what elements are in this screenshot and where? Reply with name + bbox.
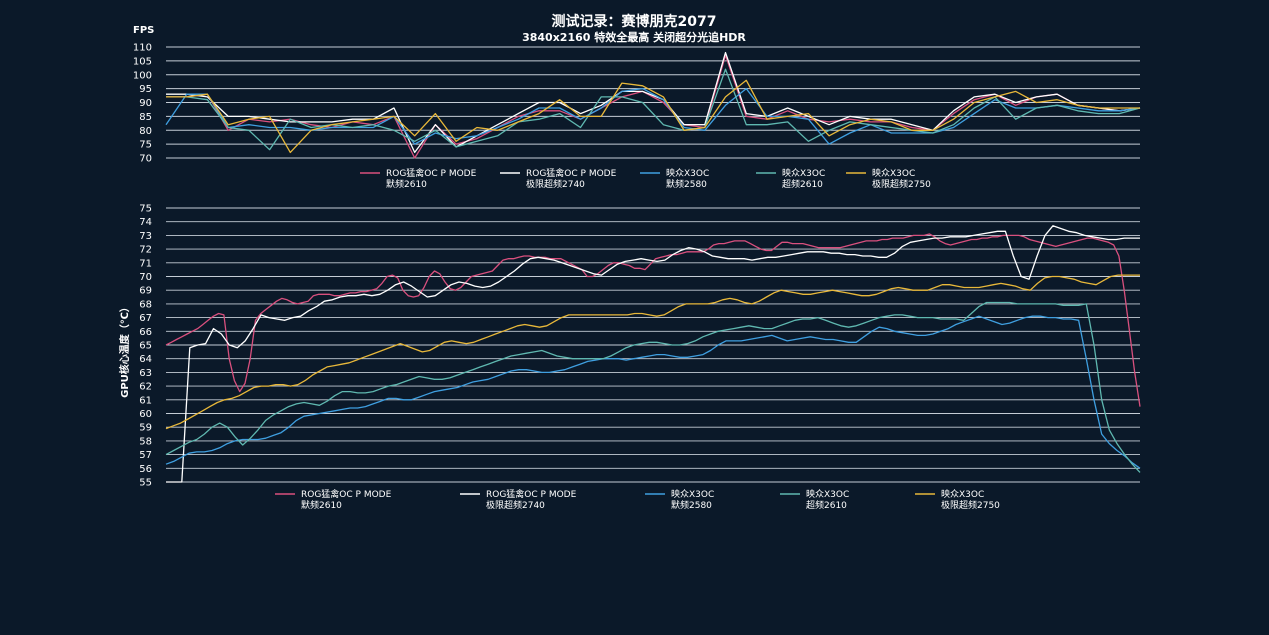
legend-label: 映众X3OC: [941, 488, 984, 500]
y-tick-label: 59: [139, 423, 152, 434]
y-tick-label: 66: [139, 327, 152, 338]
y-tick-label: 110: [133, 43, 152, 54]
legend-label: ROG猛禽OC P MODE: [386, 167, 477, 179]
legend-label: ROG猛禽OC P MODE: [526, 167, 617, 179]
series-line-4: [166, 68, 1141, 151]
legend-label: 映众X3OC: [782, 167, 825, 179]
y-tick-label: 62: [139, 382, 152, 393]
temperature-axis-label: GPU核心温度（℃）: [118, 302, 131, 398]
y-tick-label: 60: [139, 409, 152, 420]
y-tick-label: 61: [139, 395, 152, 406]
y-tick-label: 69: [139, 286, 152, 297]
y-tick-label: 57: [139, 450, 152, 461]
temperature-chart: GPU核心温度（℃） 55 56 57 58 59 60 61 62 63 64 65 66 67 68 6…: [118, 204, 1141, 511]
series-line-1: [165, 233, 1141, 407]
y-tick-label: 71: [139, 258, 152, 269]
legend-sublabel: 超频2610: [782, 178, 823, 190]
series-line-5: [166, 79, 1140, 154]
legend-label: 映众X3OC: [806, 488, 849, 500]
legend-label: 映众X3OC: [671, 488, 714, 500]
y-tick-label: 90: [139, 98, 152, 109]
series-line-1: [166, 54, 1141, 159]
series-line-3: [165, 87, 1141, 145]
y-tick-label: 67: [139, 313, 152, 324]
legend-label: 映众X3OC: [872, 167, 915, 179]
legend-label: 映众X3OC: [666, 167, 709, 179]
y-tick-label: 56: [139, 464, 152, 475]
y-tick-label: 95: [139, 84, 152, 95]
y-tick-label: 65: [139, 341, 152, 352]
series-line-3: [165, 315, 1141, 469]
legend-sublabel: 极限超频2750: [872, 178, 931, 190]
legend-sublabel: 默频2580: [666, 178, 707, 190]
legend-label: ROG猛禽OC P MODE: [486, 488, 577, 500]
fps-axis-label: FPS: [133, 25, 154, 36]
y-tick-label: 64: [139, 354, 152, 365]
y-tick-label: 100: [133, 70, 152, 81]
series-line-2: [166, 225, 1140, 483]
y-tick-label: 73: [139, 231, 152, 242]
y-tick-label: 74: [139, 217, 152, 228]
y-tick-label: 58: [139, 436, 152, 447]
y-tick-label: 75: [139, 204, 152, 215]
legend-sublabel: 默频2580: [671, 499, 712, 511]
fps-chart: FPS 70 75 80 85 90 95 100 105 110 ROG猛禽OC P MODE…: [133, 25, 1141, 190]
legend-sublabel: 超频2610: [806, 499, 847, 511]
y-tick-label: 72: [139, 245, 152, 256]
y-tick-label: 75: [139, 140, 152, 151]
y-tick-label: 63: [139, 368, 152, 379]
legend-sublabel: 极限超频2750: [941, 499, 1000, 511]
y-tick-label: 105: [133, 56, 152, 67]
legend-sublabel: 默频2610: [386, 178, 427, 190]
series-line-2: [166, 51, 1141, 154]
legend-label: ROG猛禽OC P MODE: [301, 488, 392, 500]
y-tick-label: 55: [139, 478, 152, 489]
y-tick-label: 70: [139, 154, 152, 165]
legend-sublabel: 默频2610: [301, 499, 342, 511]
y-tick-label: 70: [139, 272, 152, 283]
y-tick-label: 80: [139, 126, 152, 137]
series-line-4: [165, 301, 1141, 473]
legend-sublabel: 极限超频2740: [526, 178, 585, 190]
series-line-5: [165, 274, 1140, 430]
chart-subtitle: 3840x2160 特效全最高 关闭超分光追HDR: [522, 30, 746, 44]
chart-title: 测试记录：赛博朋克2077: [552, 13, 717, 30]
y-tick-label: 85: [139, 112, 152, 123]
legend-sublabel: 极限超频2740: [486, 499, 545, 511]
y-tick-label: 68: [139, 299, 152, 310]
